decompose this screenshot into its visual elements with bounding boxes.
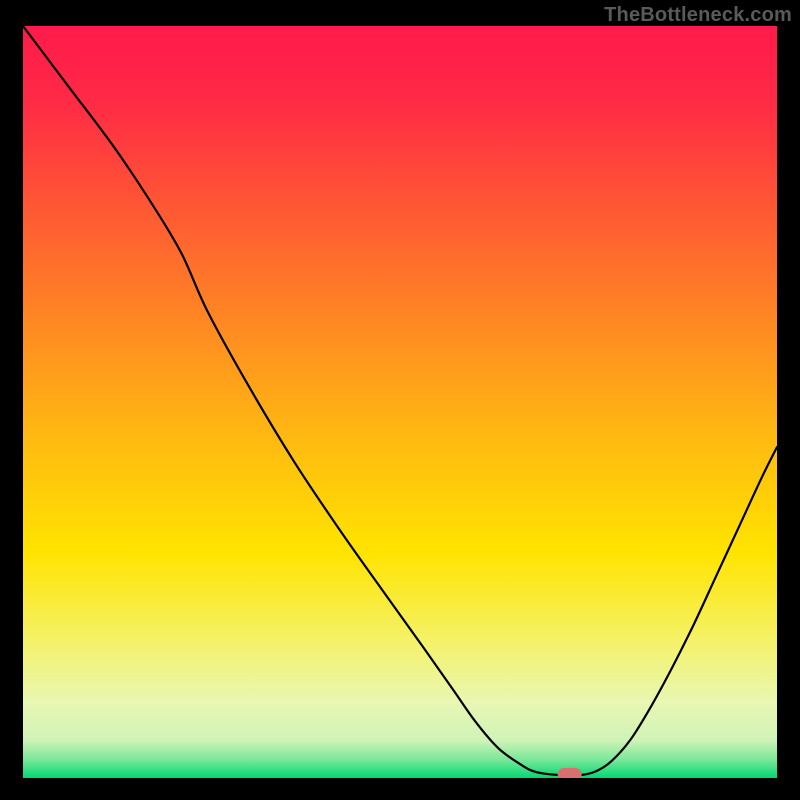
watermark-label: TheBottleneck.com (604, 4, 792, 27)
plot-area (23, 26, 777, 781)
bottleneck-chart (0, 0, 800, 800)
gradient-background (23, 26, 777, 778)
chart-frame: TheBottleneck.com (0, 0, 800, 800)
